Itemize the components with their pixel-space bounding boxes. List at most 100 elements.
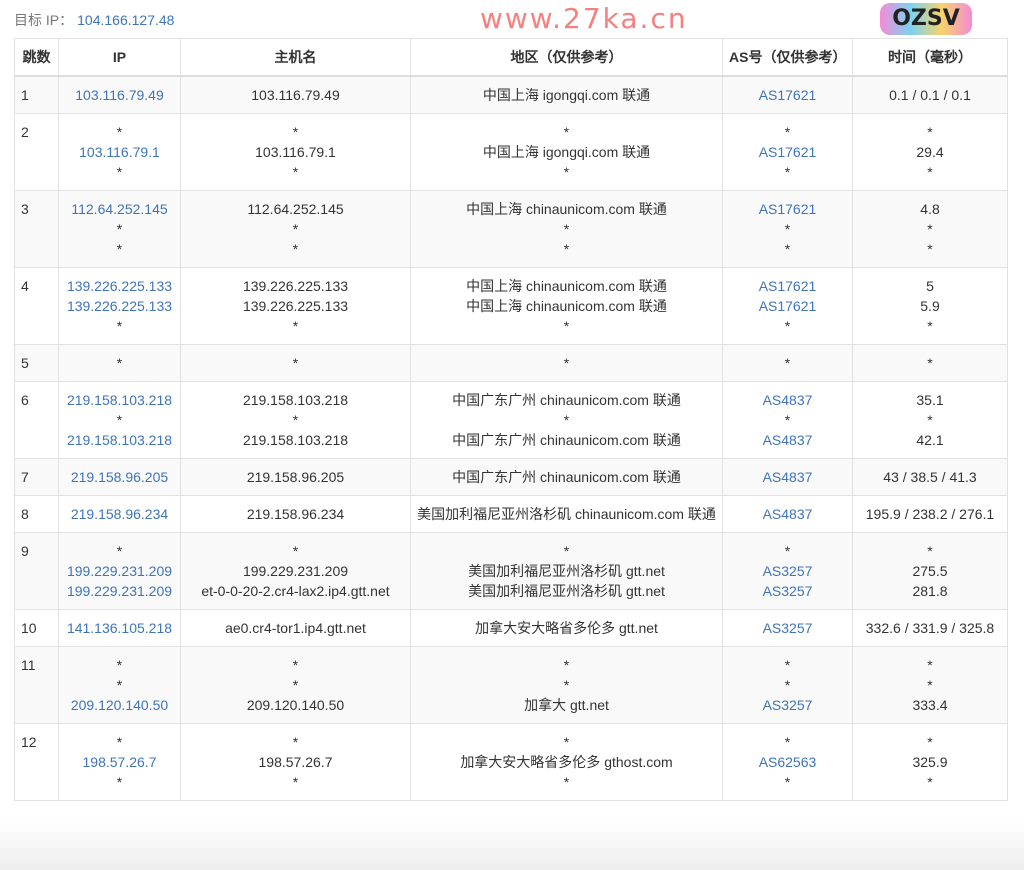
ip-link[interactable]: 199.229.231.209 — [66, 563, 173, 579]
table-row: 7 219.158.96.205 219.158.96.205 中国广东广州 chin… — [14, 458, 1008, 496]
loc-value: 加拿大 gtt.net — [524, 697, 609, 713]
host-cell: * * 209.120.140.50 — [180, 646, 411, 724]
as-link[interactable]: AS3257 — [762, 620, 813, 636]
ip-value: * — [116, 241, 123, 257]
time-value: 275.5 — [912, 563, 948, 579]
host-value: * — [292, 412, 299, 428]
as-cell: AS17621 AS17621 * — [722, 267, 853, 345]
bottom-fade — [0, 820, 1024, 870]
as-link[interactable]: AS3257 — [762, 563, 813, 579]
ip-link[interactable]: 199.229.231.209 — [66, 583, 173, 599]
as-link[interactable]: AS4837 — [762, 392, 813, 408]
host-cell: * 199.229.231.209 et-0-0-20-2.cr4-lax2.ip4… — [180, 532, 411, 610]
col-location: 地区（仅供参考） — [410, 38, 723, 77]
loc-cell: * 美国加利福尼亚州洛杉矶 gtt.net 美国加利福尼亚州洛杉矶 gtt.net — [410, 532, 723, 610]
as-value: * — [784, 164, 791, 180]
target-ip-line: 目标 IP： 104.166.127.48 — [14, 10, 174, 30]
ip-link[interactable]: 219.158.96.234 — [70, 506, 169, 522]
table-row: 9 * 199.229.231.209 199.229.231.209 * 199.229… — [14, 532, 1008, 610]
table-header: 跳数 IP 主机名 地区（仅供参考） AS号（仅供参考） 时间（毫秒） — [14, 38, 1008, 77]
time-value: 42.1 — [916, 432, 944, 448]
time-cell: 0.1 / 0.1 / 0.1 — [852, 75, 1008, 114]
ip-link[interactable]: 209.120.140.50 — [70, 697, 169, 713]
host-cell: 103.116.79.49 — [180, 75, 411, 114]
as-cell: AS17621 * * — [722, 190, 853, 268]
as-link[interactable]: AS4837 — [762, 432, 813, 448]
hop-cell: 12 — [14, 723, 59, 801]
host-value: 219.158.96.205 — [246, 469, 345, 485]
host-cell: 219.158.96.205 — [180, 458, 411, 496]
ip-link[interactable]: 219.158.103.218 — [66, 392, 173, 408]
table-row: 2 * 103.116.79.1 * * 103.116.79.1 * * 中国上海 igong… — [14, 113, 1008, 191]
host-value: 139.226.225.133 — [242, 278, 349, 294]
loc-value: * — [563, 774, 570, 790]
as-link[interactable]: AS17621 — [758, 278, 817, 294]
time-cell: * — [852, 344, 1008, 382]
table-row: 12 * 198.57.26.7 * * 198.57.26.7 * * 加拿大安大略省多伦多 … — [14, 723, 1008, 801]
as-link[interactable]: AS4837 — [762, 506, 813, 522]
host-value: et-0-0-20-2.cr4-lax2.ip4.gtt.net — [201, 583, 390, 599]
loc-cell: * 加拿大安大略省多伦多 gthost.com * — [410, 723, 723, 801]
time-value: 35.1 — [916, 392, 944, 408]
ip-cell: * 198.57.26.7 * — [58, 723, 181, 801]
host-cell: * 198.57.26.7 * — [180, 723, 411, 801]
ip-link[interactable]: 139.226.225.133 — [66, 298, 173, 314]
loc-cell: 中国上海 chinaunicom.com 联通 * * — [410, 190, 723, 268]
hop-cell: 9 — [14, 532, 59, 610]
ip-link[interactable]: 219.158.103.218 — [66, 432, 173, 448]
time-value: * — [927, 355, 933, 371]
ip-value: * — [116, 355, 123, 371]
ip-link[interactable]: 103.116.79.49 — [75, 87, 164, 103]
loc-value: * — [563, 657, 570, 673]
time-cell: 4.8 * * — [852, 190, 1008, 268]
host-value: ae0.cr4-tor1.ip4.gtt.net — [225, 620, 366, 636]
loc-cell: 中国广东广州 chinaunicom.com 联通 * 中国广东广州 chinaun… — [410, 381, 723, 459]
time-value: 281.8 — [912, 583, 948, 599]
table-row: 4 139.226.225.133 139.226.225.133 * 139.226.… — [14, 267, 1008, 345]
loc-value: 中国广东广州 chinaunicom.com 联通 — [452, 469, 681, 485]
ip-link[interactable]: 198.57.26.7 — [82, 754, 157, 770]
as-link[interactable]: AS3257 — [762, 697, 813, 713]
ip-cell: 103.116.79.49 — [58, 75, 181, 114]
as-value: * — [784, 657, 791, 673]
ip-cell: 112.64.252.145 * * — [58, 190, 181, 268]
time-value: 333.4 — [912, 697, 948, 713]
time-value: 325.9 — [912, 754, 948, 770]
as-link[interactable]: AS17621 — [758, 201, 817, 217]
loc-value: 加拿大安大略省多伦多 gthost.com — [460, 754, 673, 770]
loc-value: 中国上海 chinaunicom.com 联通 — [466, 278, 667, 294]
time-cell: * 325.9 * — [852, 723, 1008, 801]
time-cell: 35.1 * 42.1 — [852, 381, 1008, 459]
as-link[interactable]: AS3257 — [762, 583, 813, 599]
ip-value: * — [116, 164, 123, 180]
loc-cell: * * 加拿大 gtt.net — [410, 646, 723, 724]
ip-link[interactable]: 103.116.79.1 — [79, 144, 160, 160]
ip-value: * — [116, 657, 123, 673]
col-ip: IP — [58, 38, 181, 77]
loc-value: * — [563, 124, 570, 140]
hop-cell: 3 — [14, 190, 59, 268]
as-link[interactable]: AS17621 — [758, 144, 817, 160]
hop-cell: 11 — [14, 646, 59, 724]
as-cell: * AS17621 * — [722, 113, 853, 191]
ip-link[interactable]: 112.64.252.145 — [71, 201, 168, 217]
ip-link[interactable]: 139.226.225.133 — [66, 278, 173, 294]
as-link[interactable]: AS62563 — [758, 754, 817, 770]
time-cell: 332.6 / 331.9 / 325.8 — [852, 609, 1008, 647]
as-link[interactable]: AS17621 — [758, 87, 817, 103]
table-row: 6 219.158.103.218 * 219.158.103.218 219.158.… — [14, 381, 1008, 459]
ip-cell: * * 209.120.140.50 — [58, 646, 181, 724]
loc-value: * — [563, 677, 570, 693]
ip-link[interactable]: 141.136.105.218 — [66, 620, 173, 636]
as-link[interactable]: AS17621 — [758, 298, 817, 314]
as-link[interactable]: AS4837 — [762, 469, 813, 485]
as-cell: * — [722, 344, 853, 382]
loc-value: * — [563, 543, 570, 559]
as-value: * — [784, 543, 791, 559]
ip-link[interactable]: 219.158.96.205 — [70, 469, 169, 485]
host-value: * — [292, 318, 299, 334]
time-value: * — [927, 241, 933, 257]
ip-cell: * 199.229.231.209 199.229.231.209 — [58, 532, 181, 610]
as-value: * — [784, 355, 791, 371]
time-value: 195.9 / 238.2 / 276.1 — [865, 506, 995, 522]
